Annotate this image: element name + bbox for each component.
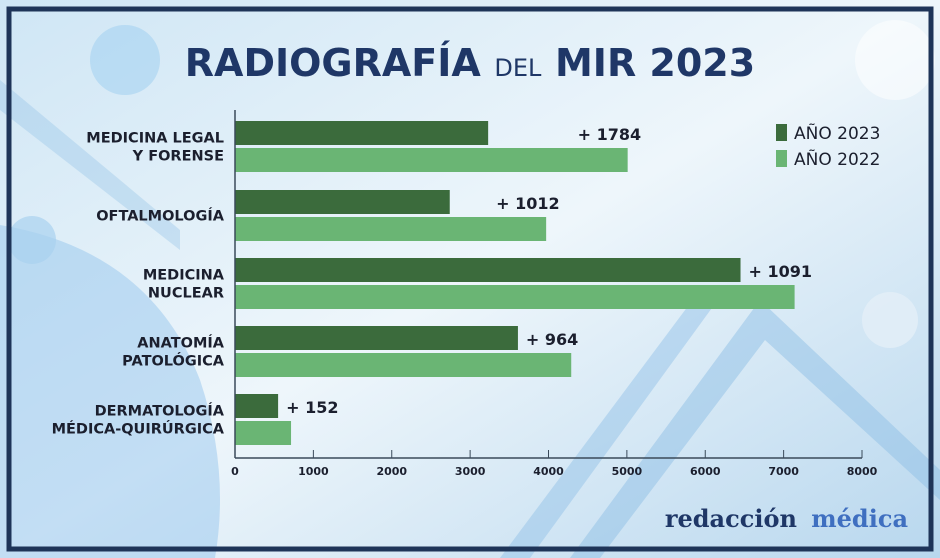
legend-swatch-2022	[776, 150, 787, 167]
legend-swatch-2023	[776, 124, 787, 141]
x-tick-label: 5000	[612, 465, 643, 478]
bar-2023	[235, 394, 279, 418]
logo: redacción médica	[665, 504, 908, 533]
category-label: DERMATOLOGÍA MÉDICA-QUIRÚRGICA	[52, 403, 225, 438]
frame	[6, 6, 934, 552]
x-tick-label: 8000	[847, 465, 878, 478]
title: RADIOGRAFÍA DEL MIR 2023	[185, 41, 755, 85]
svg-text:redacción médica: redacción médica	[665, 504, 908, 533]
delta-label: + 152	[286, 398, 338, 417]
legend-label-2023: AÑO 2023	[794, 122, 880, 144]
bar-2022	[235, 353, 572, 377]
title-part1: RADIOGRAFÍA	[185, 41, 482, 85]
bar-2023	[235, 121, 489, 145]
x-tick-label: 7000	[768, 465, 799, 478]
category-label: MEDICINA NUCLEAR	[143, 268, 225, 302]
legend-label-2022: AÑO 2022	[794, 148, 880, 170]
bar-2023	[235, 258, 741, 282]
bar-2022	[235, 421, 292, 445]
x-tick-label: 4000	[533, 465, 564, 478]
x-tick-label: 3000	[455, 465, 486, 478]
x-tick-label: 2000	[376, 465, 407, 478]
legend: AÑO 2023 AÑO 2022	[776, 122, 880, 170]
delta-label: + 1784	[578, 125, 642, 144]
x-tick-label: 1000	[298, 465, 329, 478]
plot-area: MEDICINA LEGAL Y FORENSE + 1784 OFTALMOLOGÍ…	[52, 110, 878, 478]
svg-text:RADIOGRAFÍA DEL MI: RADIOGRAFÍA DEL MIR 2023	[185, 41, 755, 85]
title-part2: DEL	[494, 54, 542, 82]
title-part3: MIR 2023	[555, 41, 755, 85]
bar-2022	[235, 217, 547, 241]
x-tick-label: 6000	[690, 465, 721, 478]
category-label: ANATOMÍA PATOLÓGICA	[122, 335, 225, 370]
logo-word2: médica	[811, 504, 908, 533]
bar-2023	[235, 190, 450, 214]
bar-2022	[235, 285, 795, 309]
logo-word1: redacción	[665, 504, 797, 533]
bar-2022	[235, 148, 628, 172]
x-tick-label: 0	[231, 465, 239, 478]
delta-label: + 964	[526, 330, 578, 349]
category-label: OFTALMOLOGÍA	[96, 208, 225, 225]
category-label: MEDICINA LEGAL Y FORENSE	[86, 131, 224, 165]
delta-label: + 1012	[496, 194, 560, 213]
bar-2023	[235, 326, 518, 350]
delta-label: + 1091	[749, 262, 813, 281]
